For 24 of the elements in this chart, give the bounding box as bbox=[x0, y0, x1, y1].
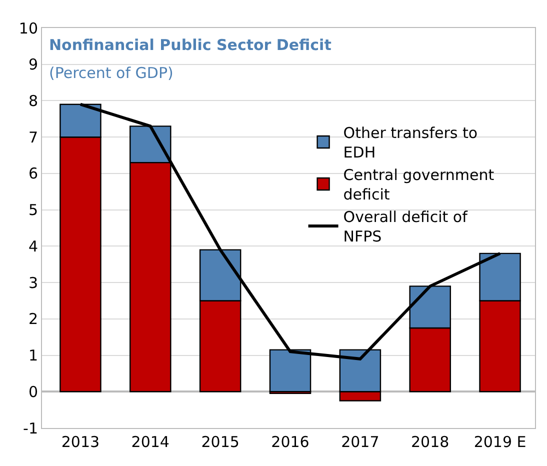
x-tick-label: 2014 bbox=[131, 433, 170, 451]
legend-label: Central government deficit bbox=[343, 166, 494, 204]
y-tick-label: 1 bbox=[28, 346, 38, 365]
y-tick-label: 4 bbox=[28, 237, 38, 256]
x-tick-label: 2019 E bbox=[474, 433, 526, 451]
x-tick-label: 2017 bbox=[341, 433, 380, 451]
y-tick-label: 3 bbox=[28, 274, 38, 292]
y-tick-label: 2 bbox=[28, 310, 38, 328]
x-tick-label: 2015 bbox=[201, 433, 240, 451]
x-tick-label: 2013 bbox=[61, 433, 100, 451]
y-tick-label: 9 bbox=[28, 56, 38, 74]
y-tick-label: 5 bbox=[28, 201, 38, 220]
legend-label: Overall deficit of NFPS bbox=[343, 208, 468, 246]
text: (Percent of GDP) bbox=[49, 64, 174, 82]
y-tick-label: 8 bbox=[28, 92, 38, 110]
y-tick-label: 10 bbox=[18, 19, 38, 38]
y-tick-label: 6 bbox=[28, 164, 38, 183]
y-tick-label: 0 bbox=[28, 382, 38, 401]
text: Nonfinancial Public Sector Deficit bbox=[49, 36, 332, 54]
x-tick-label: 2018 bbox=[411, 433, 450, 451]
y-tick-label: -1 bbox=[23, 419, 38, 438]
y-tick-label: 7 bbox=[28, 128, 38, 146]
legend-label: Other transfers to EDH bbox=[343, 124, 478, 162]
x-tick-label: 2016 bbox=[271, 433, 310, 451]
